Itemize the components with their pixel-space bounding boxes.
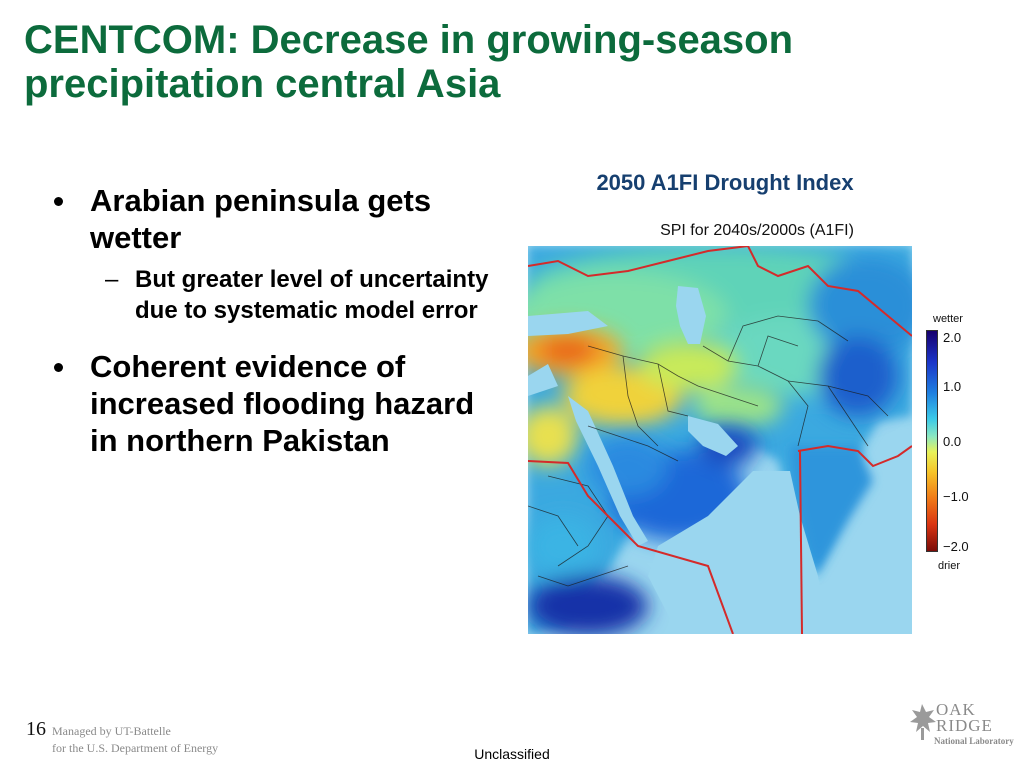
managed-by-text: Managed by UT-Battelle for the U.S. Depa… (52, 723, 218, 757)
legend-colorbar (926, 330, 938, 552)
legend-top-label: wetter (933, 313, 963, 325)
map-caption: 2050 A1FI Drought Index (596, 170, 854, 195)
logo-text-oak: OAK (936, 700, 976, 719)
persian-gulf (688, 416, 738, 456)
logo-text-ridge: RIDGE (936, 716, 993, 735)
page-number: 16 (26, 718, 46, 740)
sub-bullet-text: But greater level of uncertainty due to … (135, 266, 489, 324)
legend-tick: 2.0 (943, 330, 962, 345)
aor-boundary (528, 246, 912, 634)
oak-ridge-logo-icon (910, 704, 936, 740)
logo-text-lab: National Laboratory (934, 736, 1014, 746)
red-sea (568, 396, 648, 546)
bullet-item: Arabian peninsula gets wetter – But grea… (54, 182, 494, 326)
bullet-dot-icon (54, 197, 63, 206)
bullet-item: Coherent evidence of increased flooding … (54, 348, 494, 459)
slide-title: CENTCOM: Decrease in growing-season prec… (24, 18, 794, 106)
legend-tick: 0.0 (943, 434, 962, 449)
legend-tick: 1.0 (943, 379, 962, 394)
legend-tick: −2.0 (943, 539, 969, 554)
arabian-sea (648, 471, 828, 634)
managed-line-1: Managed by UT-Battelle (52, 724, 171, 738)
legend-tick: −1.0 (943, 489, 969, 504)
map-title: SPI for 2040s/2000s (A1FI) (660, 222, 854, 239)
dash-icon: – (105, 266, 119, 293)
sub-bullet-item: – But greater level of uncertainty due t… (90, 264, 494, 326)
bullet-dot-icon (54, 363, 63, 372)
black-sea (528, 311, 608, 336)
mediterranean-sea (528, 364, 558, 396)
classification-label: Unclassified (474, 746, 550, 762)
caspian-sea (676, 286, 706, 344)
legend-bottom-label: drier (938, 560, 961, 572)
bullet-text: Coherent evidence of increased flooding … (90, 349, 475, 458)
drought-index-map (528, 246, 912, 634)
bullet-text: Arabian peninsula gets wetter (90, 183, 432, 255)
bullet-list: Arabian peninsula gets wetter – But grea… (54, 182, 494, 477)
managed-line-2: for the U.S. Department of Energy (52, 741, 219, 755)
